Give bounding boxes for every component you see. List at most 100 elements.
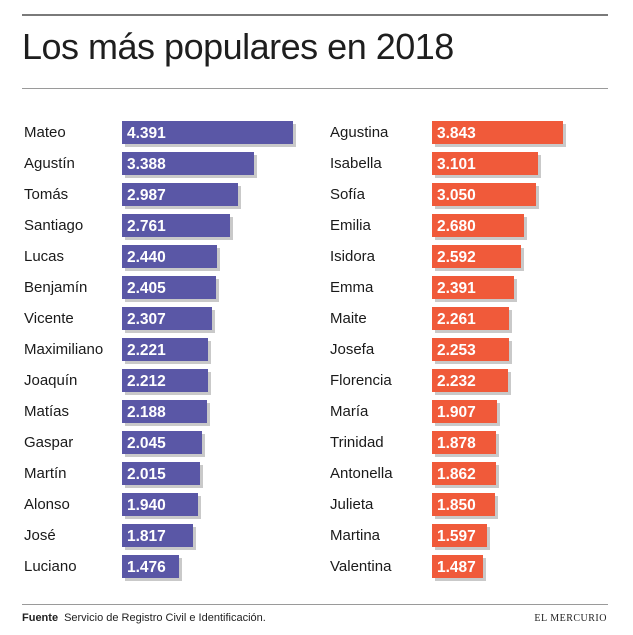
value-label: 1.878 [437, 435, 476, 452]
bar [122, 245, 217, 268]
value-label: 3.101 [437, 156, 476, 173]
category-label: Maximiliano [24, 341, 103, 358]
bar [122, 400, 207, 423]
category-label: Maite [330, 310, 367, 327]
bar [122, 152, 254, 175]
category-label: Vicente [24, 310, 74, 327]
value-label: 3.843 [437, 125, 476, 142]
category-label: José [24, 527, 56, 544]
bar [432, 307, 509, 330]
value-label: 2.188 [127, 404, 166, 421]
category-label: Florencia [330, 372, 392, 389]
bar [432, 152, 538, 175]
value-label: 2.987 [127, 187, 166, 204]
bar [122, 555, 179, 578]
value-label: 2.221 [127, 342, 166, 359]
bar [432, 121, 563, 144]
category-label: Martina [330, 527, 381, 544]
category-label: Agustina [330, 124, 389, 141]
value-label: 2.232 [437, 373, 476, 390]
value-label: 2.307 [127, 311, 166, 328]
value-label: 4.391 [127, 125, 166, 142]
value-label: 2.253 [437, 342, 476, 359]
value-label: 1.597 [437, 528, 476, 545]
title-rule [22, 88, 608, 89]
value-label: 1.850 [437, 497, 476, 514]
footer-rule [22, 604, 608, 605]
bar [432, 493, 495, 516]
category-label: Luciano [24, 558, 77, 575]
category-label: Lucas [24, 248, 64, 265]
category-label: Julieta [330, 496, 374, 513]
bar [122, 524, 193, 547]
top-rule [22, 14, 608, 16]
category-label: Gaspar [24, 434, 73, 451]
bar [122, 431, 202, 454]
value-label: 2.405 [127, 280, 166, 297]
chart-title: Los más populares en 2018 [22, 26, 454, 67]
category-label: Mateo [24, 124, 66, 141]
bar [122, 183, 238, 206]
bar [432, 183, 536, 206]
bar [122, 369, 208, 392]
value-label: 2.391 [437, 280, 476, 297]
value-label: 2.761 [127, 218, 166, 235]
category-label: Emma [330, 279, 374, 296]
category-label: Matías [24, 403, 69, 420]
bar [432, 555, 483, 578]
category-label: Trinidad [330, 434, 384, 451]
category-label: Isidora [330, 248, 376, 265]
value-label: 2.680 [437, 218, 476, 235]
bar [432, 462, 496, 485]
value-label: 1.476 [127, 559, 166, 576]
value-label: 2.045 [127, 435, 166, 452]
bar [122, 121, 293, 144]
bar [432, 338, 509, 361]
bar [122, 338, 208, 361]
category-label: María [330, 403, 369, 420]
category-label: Valentina [330, 558, 392, 575]
bar [432, 245, 521, 268]
value-label: 2.015 [127, 466, 166, 483]
bar [432, 431, 496, 454]
category-label: Antonella [330, 465, 393, 482]
bar [122, 493, 198, 516]
value-label: 2.261 [437, 311, 476, 328]
source-note: Fuente Servicio de Registro Civil e Ident… [22, 612, 266, 624]
girls-series: Agustina 3.843 Isabella 3.101 Sofía 3.050 Emil… [330, 121, 566, 581]
bar [122, 307, 212, 330]
category-label: Benjamín [24, 279, 87, 296]
bar [122, 462, 200, 485]
category-label: Isabella [330, 155, 382, 172]
bar [122, 276, 216, 299]
bar [432, 369, 508, 392]
bar [432, 276, 514, 299]
value-label: 3.388 [127, 156, 166, 173]
boys-series: Mateo 4.391 Agustín 3.388 Tomás 2.987 Santiago… [24, 121, 296, 581]
bar [432, 524, 487, 547]
category-label: Tomás [24, 186, 68, 203]
value-label: 3.050 [437, 187, 476, 204]
value-label: 1.487 [437, 559, 476, 576]
value-label: 2.440 [127, 249, 166, 266]
value-label: 2.212 [127, 373, 166, 390]
value-label: 2.592 [437, 249, 476, 266]
value-label: 1.862 [437, 466, 476, 483]
category-label: Santiago [24, 217, 83, 234]
category-label: Martín [24, 465, 67, 482]
source-label: Fuente [22, 612, 59, 624]
brand-logo: EL MERCURIO [534, 613, 607, 624]
category-label: Josefa [330, 341, 375, 358]
value-label: 1.907 [437, 404, 476, 421]
value-label: 1.940 [127, 497, 166, 514]
category-label: Sofía [330, 186, 366, 203]
category-label: Alonso [24, 496, 70, 513]
category-label: Agustín [24, 155, 75, 172]
category-label: Joaquín [24, 372, 77, 389]
source-text: Servicio de Registro Civil e Identificac… [64, 612, 266, 624]
bar [122, 214, 230, 237]
bar [432, 214, 524, 237]
value-label: 1.817 [127, 528, 166, 545]
bar [432, 400, 497, 423]
